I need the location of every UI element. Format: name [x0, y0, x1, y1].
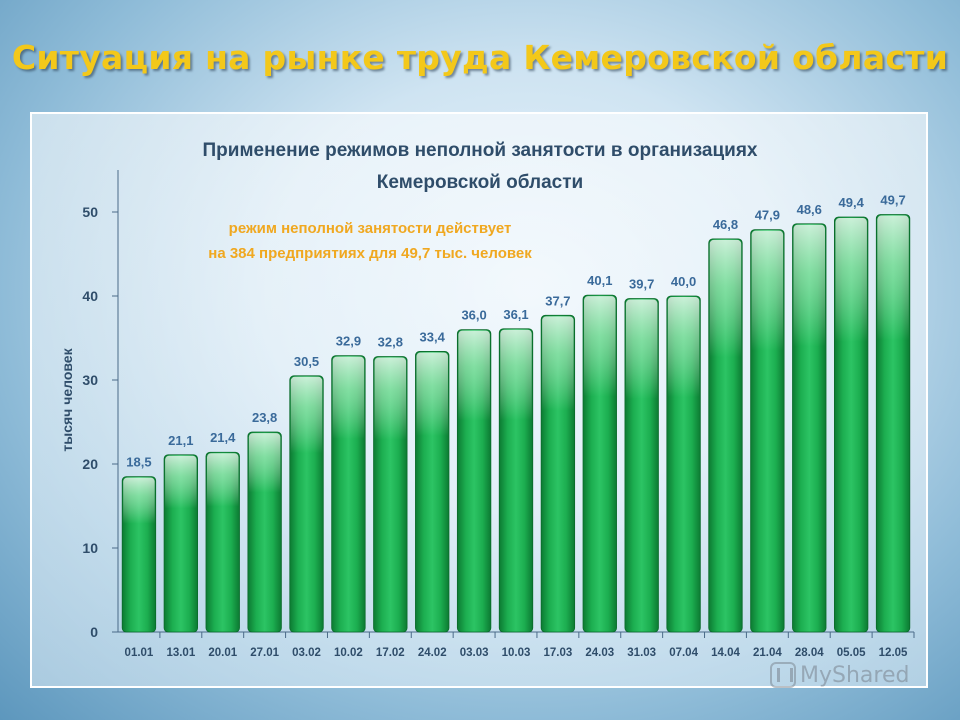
x-tick-label: 31.03	[627, 647, 656, 659]
x-tick-label: 03.02	[292, 647, 321, 659]
y-tick-label: 0	[90, 624, 98, 640]
annotation-line1: режим неполной занятости действует	[229, 220, 512, 237]
value-label: 23,8	[252, 410, 277, 425]
bar-highlight	[206, 453, 239, 631]
value-label: 32,8	[378, 334, 403, 349]
bar-highlight	[374, 357, 407, 631]
bar-highlight	[416, 352, 448, 631]
x-tick-label: 10.03	[502, 647, 531, 659]
value-label: 37,7	[545, 293, 570, 308]
value-label: 40,1	[587, 273, 612, 288]
bars-group: 18,5 01.01 21,1 13.01 21,4 20.01 23,8 27.01 30,5…	[121, 193, 911, 659]
x-tick-label: 24.03	[585, 647, 614, 659]
y-tick-label: 10	[82, 540, 98, 556]
x-tick-label: 10.02	[334, 647, 363, 659]
bar-highlight	[500, 329, 532, 631]
x-tick-label: 27.01	[250, 647, 279, 659]
bar-highlight	[123, 477, 155, 631]
bar-highlight	[290, 376, 323, 631]
x-tick-label: 21.04	[753, 647, 782, 659]
value-label: 36,0	[461, 308, 486, 323]
y-tick-label: 40	[82, 288, 98, 304]
x-tick-label: 03.03	[460, 647, 489, 659]
value-label: 39,7	[629, 277, 654, 292]
bar-highlight	[165, 455, 197, 631]
value-label: 49,7	[880, 193, 905, 208]
x-tick-label: 20.01	[208, 647, 237, 659]
bar-highlight	[751, 230, 784, 631]
bar-highlight	[332, 356, 365, 631]
value-label: 30,5	[294, 354, 319, 369]
x-tick-label: 17.02	[376, 647, 405, 659]
value-label: 46,8	[713, 217, 738, 232]
bar-highlight	[458, 330, 490, 631]
slide-title: Ситуация на рынке труда Кемеровской обла…	[11, 38, 949, 77]
value-label: 48,6	[797, 202, 822, 217]
chart-title-line2: Кемеровской области	[377, 172, 583, 193]
x-tick-label: 24.02	[418, 647, 447, 659]
x-tick-label: 14.04	[711, 647, 740, 659]
bar-highlight	[835, 218, 867, 632]
watermark-text: MyShared	[800, 662, 910, 688]
chart-title-line1: Применение режимов неполной занятости в …	[203, 140, 758, 161]
value-label: 32,9	[336, 334, 361, 349]
y-axis-title: тысяч человек	[59, 347, 75, 451]
value-label: 49,4	[839, 195, 865, 210]
x-tick-label: 01.01	[125, 647, 154, 659]
x-tick-label: 12.05	[879, 647, 908, 659]
value-label: 18,5	[126, 455, 151, 470]
bar-highlight	[793, 224, 826, 631]
value-label: 40,0	[671, 274, 696, 289]
annotation-line2: на 384 предприятиях для 49,7 тыс. челове…	[208, 245, 532, 262]
x-tick-label: 07.04	[669, 647, 698, 659]
bar-highlight	[542, 316, 574, 631]
bar-highlight	[625, 299, 658, 631]
y-tick-label: 20	[82, 456, 98, 472]
value-label: 33,4	[420, 329, 446, 344]
x-tick-label: 17.03	[544, 647, 573, 659]
x-tick-label: 28.04	[795, 647, 824, 659]
y-tick-label: 50	[82, 204, 98, 220]
value-label: 36,1	[503, 307, 528, 322]
value-label: 21,1	[168, 433, 193, 448]
x-tick-label: 13.01	[166, 647, 195, 659]
value-label: 47,9	[755, 208, 780, 223]
bar-highlight	[877, 215, 909, 631]
bar-highlight	[248, 433, 281, 631]
watermark: MyShared	[770, 660, 909, 690]
bar-highlight	[709, 239, 742, 631]
value-label: 21,4	[210, 430, 236, 445]
bar-highlight	[584, 296, 616, 631]
bar-highlight	[667, 297, 700, 631]
x-tick-label: 05.05	[837, 647, 866, 659]
y-tick-label: 30	[82, 372, 98, 388]
myshared-logo-icon	[770, 662, 796, 688]
